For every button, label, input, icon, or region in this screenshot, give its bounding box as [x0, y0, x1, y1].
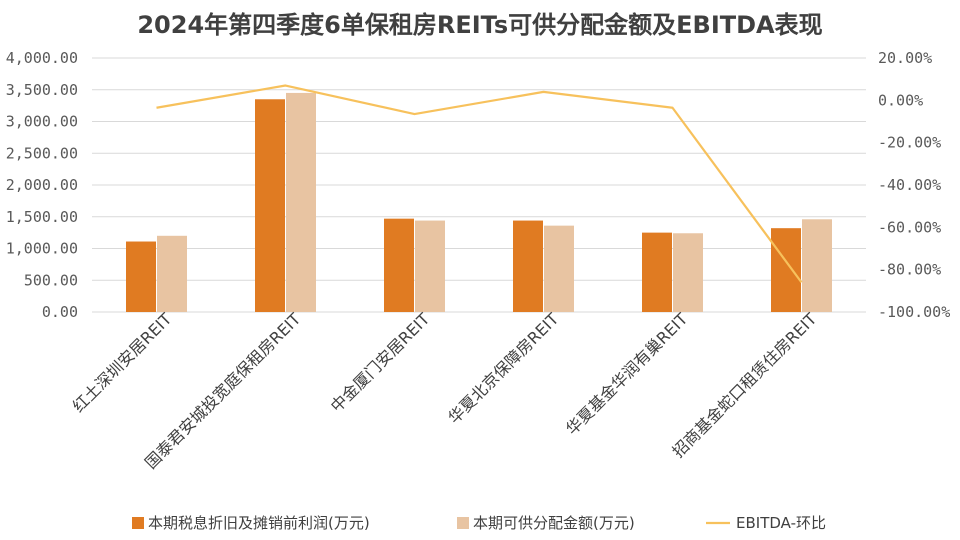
- left-tick-label: 1,500.00: [6, 208, 78, 226]
- right-tick-label: -40.00%: [878, 176, 941, 194]
- bar-ebitda: [771, 228, 801, 312]
- chart-title: 2024年第四季度6单保租房REITs可供分配金额及EBITDA表现: [137, 11, 822, 39]
- gridlines: [92, 57, 866, 313]
- left-tick-label: 1,000.00: [6, 240, 78, 258]
- ebitda-qoq-line: [156, 84, 803, 284]
- category-label: 国泰君安城投宽庭保租房REIT: [141, 309, 304, 472]
- bars: [126, 92, 832, 313]
- legend-swatch: [457, 517, 469, 529]
- legend-label: EBITDA-环比: [736, 514, 826, 532]
- legend-swatch: [132, 517, 144, 529]
- category-label: 红土深圳安居REIT: [69, 309, 176, 416]
- bar-distributable: [157, 235, 187, 312]
- legend-label: 本期税息折旧及摊销前利润(万元): [148, 514, 370, 532]
- bar-distributable: [544, 225, 574, 312]
- bar-ebitda: [642, 232, 672, 312]
- line-series: [156, 84, 803, 284]
- category-label: 华夏北京保障房REIT: [444, 309, 562, 427]
- bar-distributable: [286, 92, 316, 312]
- left-tick-label: 3,500.00: [6, 81, 78, 99]
- legend-label: 本期可供分配金额(万元): [473, 514, 635, 532]
- right-tick-label: -20.00%: [878, 134, 941, 152]
- bar-ebitda: [513, 220, 543, 312]
- bar-distributable: [802, 219, 832, 312]
- right-tick-label: 20.00%: [878, 49, 932, 67]
- right-tick-label: -80.00%: [878, 261, 941, 279]
- bar-distributable: [673, 233, 703, 312]
- bar-distributable: [415, 220, 445, 312]
- bar-ebitda: [255, 99, 285, 313]
- left-tick-label: 2,500.00: [6, 144, 78, 162]
- right-tick-label: 0.00%: [878, 91, 923, 109]
- left-tick-label: 500.00: [24, 271, 78, 289]
- right-tick-label: -60.00%: [878, 218, 941, 236]
- category-label: 招商基金蛇口租赁住房REIT: [668, 309, 820, 461]
- left-tick-label: 2,000.00: [6, 176, 78, 194]
- left-tick-label: 3,000.00: [6, 113, 78, 131]
- category-label: 中金厦门安居REIT: [327, 309, 434, 416]
- category-label: 华夏基金华润有巢REIT: [562, 309, 691, 438]
- right-axis: -100.00% -80.00% -60.00% -40.00% -20.00% 0.00…: [878, 49, 950, 321]
- bar-ebitda: [384, 218, 414, 312]
- left-axis: 0.00 500.00 1,000.00 1,500.00 2,000.00 2,500.…: [6, 49, 78, 321]
- legend: 本期税息折旧及摊销前利润(万元) 本期可供分配金额(万元) EBITDA-环比: [132, 514, 826, 532]
- bar-ebitda: [126, 241, 156, 312]
- right-tick-label: -100.00%: [878, 303, 950, 321]
- left-tick-label: 0.00: [42, 303, 78, 321]
- left-tick-label: 4,000.00: [6, 49, 78, 67]
